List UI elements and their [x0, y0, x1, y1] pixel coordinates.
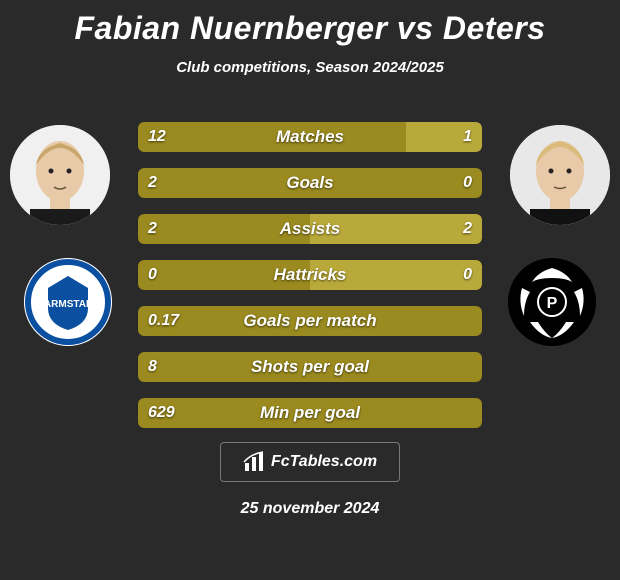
player-right-avatar: [510, 125, 610, 225]
stat-label: Shots per goal: [138, 352, 482, 382]
stat-label: Matches: [138, 122, 482, 152]
fctables-logo: FcTables.com: [220, 442, 400, 482]
stat-row: Goals per match0.17: [138, 306, 482, 336]
stat-row: Min per goal629: [138, 398, 482, 428]
stat-value-left: 0: [148, 260, 157, 290]
bars-icon: [243, 451, 265, 473]
stat-label: Goals: [138, 168, 482, 198]
stat-row: Shots per goal8: [138, 352, 482, 382]
stat-value-left: 629: [148, 398, 175, 428]
stat-label: Min per goal: [138, 398, 482, 428]
player-left-avatar: [10, 125, 110, 225]
avatar-right-illustration: [510, 125, 610, 225]
stat-row: Matches12 1: [138, 122, 482, 152]
stat-label: Assists: [138, 214, 482, 244]
date-text: 25 november 2024: [0, 500, 620, 518]
stat-row: Assists2 2: [138, 214, 482, 244]
stat-value-right: 1: [463, 122, 472, 152]
stat-value-left: 2: [148, 214, 157, 244]
stat-value-left: 8: [148, 352, 157, 382]
subtitle: Club competitions, Season 2024/2025: [0, 59, 620, 76]
stat-value-left: 2: [148, 168, 157, 198]
stat-row: Hattricks0 0: [138, 260, 482, 290]
stat-value-left: 12: [148, 122, 166, 152]
stat-value-right: 0: [463, 168, 472, 198]
stats-bars: Matches121Goals20Assists22Hattricks00Goa…: [138, 122, 482, 444]
stat-value-left: 0.17: [148, 306, 179, 336]
club-right-crest: P: [508, 258, 596, 346]
page-title: Fabian Nuernberger vs Deters: [0, 0, 620, 47]
club-left-crest: DARMSTADT: [24, 258, 112, 346]
stat-label: Hattricks: [138, 260, 482, 290]
svg-text:P: P: [547, 295, 558, 312]
svg-text:DARMSTADT: DARMSTADT: [37, 299, 100, 310]
player-right-club-badge: P: [508, 258, 596, 346]
stat-value-right: 2: [463, 214, 472, 244]
stat-label: Goals per match: [138, 306, 482, 336]
stat-value-right: 0: [463, 260, 472, 290]
avatar-left-illustration: [10, 125, 110, 225]
logo-text: FcTables.com: [271, 453, 377, 471]
stat-row: Goals2 0: [138, 168, 482, 198]
player-left-club-badge: DARMSTADT: [24, 258, 112, 346]
